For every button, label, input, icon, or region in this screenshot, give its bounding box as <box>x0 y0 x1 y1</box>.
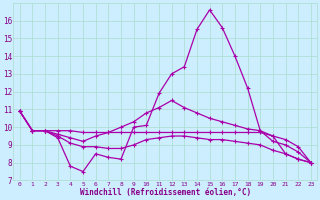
X-axis label: Windchill (Refroidissement éolien,°C): Windchill (Refroidissement éolien,°C) <box>80 188 251 197</box>
